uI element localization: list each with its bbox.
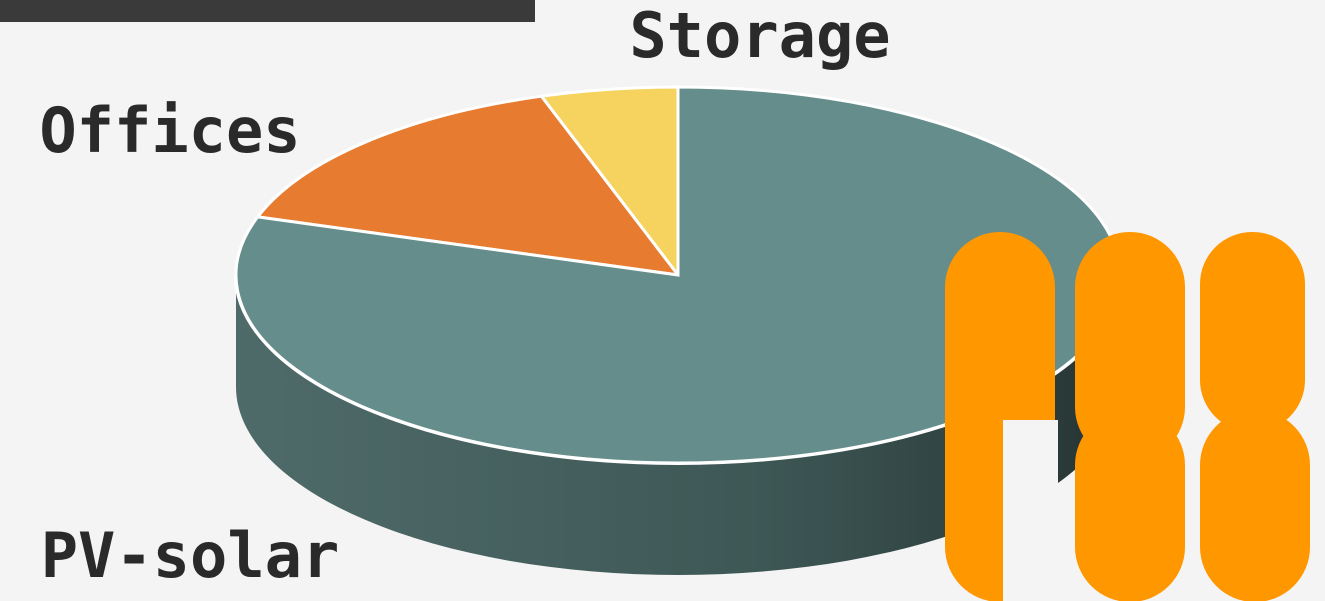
logo <box>945 232 1310 601</box>
logo-part <box>1075 410 1185 601</box>
photo-fragment <box>0 0 535 22</box>
slice-label: Offices <box>39 94 300 167</box>
logo-part <box>1200 410 1310 601</box>
slice-label: Storage <box>629 0 890 72</box>
chart: Storage Offices PV-solar <box>0 0 1325 601</box>
page: {"chart_data": {"type": "pie", "categori… <box>0 0 1325 601</box>
slice-label: PV-solar <box>41 519 340 592</box>
logo-part <box>1200 232 1305 432</box>
logo-part <box>1003 420 1058 601</box>
